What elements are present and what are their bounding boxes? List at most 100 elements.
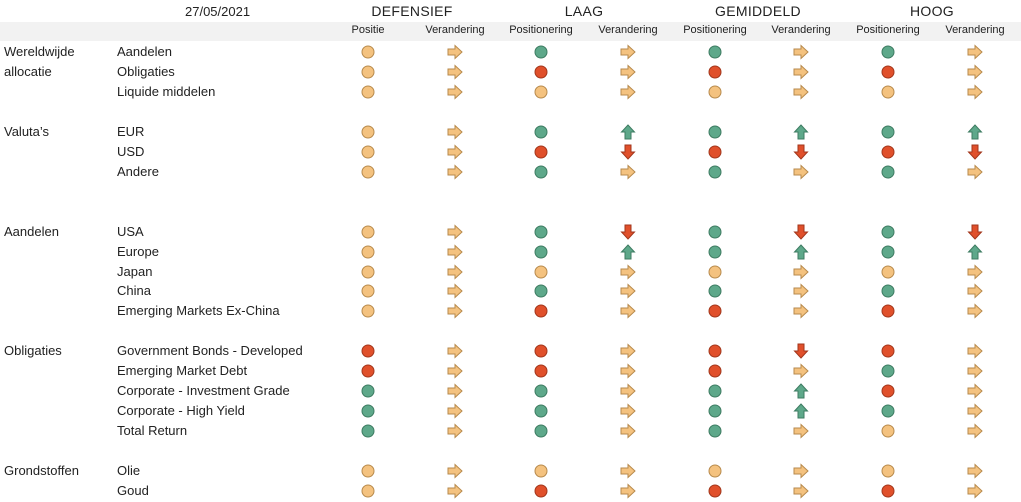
change-right-arrow-icon — [446, 84, 464, 100]
position-red-dot — [361, 364, 375, 378]
position-green-dot — [361, 424, 375, 438]
position-orange-dot — [361, 265, 375, 279]
change-right-arrow-icon — [619, 303, 637, 319]
change-right-arrow-icon — [446, 363, 464, 379]
position-green-dot — [881, 165, 895, 179]
position-orange-dot — [361, 484, 375, 498]
asset-label: USA — [117, 224, 144, 239]
asset-label: Government Bonds - Developed — [117, 343, 303, 358]
position-red-dot — [708, 344, 722, 358]
change-right-arrow-icon — [446, 144, 464, 160]
position-red-dot — [881, 484, 895, 498]
change-right-arrow-icon — [966, 403, 984, 419]
position-green-dot — [881, 125, 895, 139]
asset-label: Olie — [117, 463, 141, 478]
position-red-dot — [881, 65, 895, 79]
asset-label: EUR — [117, 124, 145, 139]
position-red-dot — [534, 364, 548, 378]
change-up-arrow-icon — [792, 383, 810, 399]
change-up-arrow-icon — [966, 124, 984, 140]
position-red-dot — [708, 65, 722, 79]
change-right-arrow-icon — [966, 264, 984, 280]
position-red-dot — [708, 364, 722, 378]
change-right-arrow-icon — [966, 463, 984, 479]
asset-label: Japan — [117, 264, 153, 279]
position-green-dot — [534, 424, 548, 438]
change-right-arrow-icon — [446, 403, 464, 419]
position-green-dot — [881, 45, 895, 59]
change-right-arrow-icon — [619, 403, 637, 419]
change-down-arrow-icon — [792, 343, 810, 359]
position-red-dot — [534, 304, 548, 318]
position-orange-dot — [708, 85, 722, 99]
change-right-arrow-icon — [966, 44, 984, 60]
position-green-dot — [881, 225, 895, 239]
change-right-arrow-icon — [792, 283, 810, 299]
change-right-arrow-icon — [966, 423, 984, 439]
change-right-arrow-icon — [619, 363, 637, 379]
position-green-dot — [708, 384, 722, 398]
change-right-arrow-icon — [619, 84, 637, 100]
change-right-arrow-icon — [966, 303, 984, 319]
position-green-dot — [534, 284, 548, 298]
position-green-dot — [708, 245, 722, 259]
asset-label: Emerging Market Debt — [117, 363, 248, 378]
change-down-arrow-icon — [792, 144, 810, 160]
position-green-dot — [534, 384, 548, 398]
change-down-arrow-icon — [619, 144, 637, 160]
position-red-dot — [708, 145, 722, 159]
category-label: Wereldwijde allocatie — [4, 44, 75, 79]
change-right-arrow-icon — [619, 64, 637, 80]
asset-label: Andere — [117, 164, 159, 179]
profile-header-laag: LAAG — [564, 3, 604, 19]
change-right-arrow-icon — [446, 44, 464, 60]
position-green-dot — [708, 165, 722, 179]
asset-label: Corporate - High Yield — [117, 403, 245, 418]
position-green-dot — [708, 125, 722, 139]
change-right-arrow-icon — [792, 164, 810, 180]
position-green-dot — [534, 45, 548, 59]
position-green-dot — [708, 284, 722, 298]
position-green-dot — [708, 225, 722, 239]
position-green-dot — [708, 424, 722, 438]
column-header-positionering: Positionering — [683, 24, 747, 36]
position-green-dot — [708, 45, 722, 59]
change-right-arrow-icon — [446, 244, 464, 260]
change-right-arrow-icon — [966, 64, 984, 80]
change-right-arrow-icon — [446, 124, 464, 140]
position-orange-dot — [361, 45, 375, 59]
change-right-arrow-icon — [619, 264, 637, 280]
position-red-dot — [534, 145, 548, 159]
asset-label: Europe — [117, 244, 159, 259]
change-right-arrow-icon — [619, 463, 637, 479]
position-green-dot — [534, 225, 548, 239]
change-down-arrow-icon — [966, 144, 984, 160]
column-header-positionering: Positionering — [856, 24, 920, 36]
change-right-arrow-icon — [966, 483, 984, 499]
change-right-arrow-icon — [966, 363, 984, 379]
change-right-arrow-icon — [792, 84, 810, 100]
asset-label: China — [117, 283, 151, 298]
change-down-arrow-icon — [966, 224, 984, 240]
change-right-arrow-icon — [446, 264, 464, 280]
change-right-arrow-icon — [619, 283, 637, 299]
asset-label: Liquide middelen — [117, 84, 216, 99]
change-right-arrow-icon — [792, 64, 810, 80]
asset-label: Emerging Markets Ex-China — [117, 303, 280, 318]
position-orange-dot — [361, 125, 375, 139]
change-right-arrow-icon — [446, 303, 464, 319]
position-orange-dot — [361, 165, 375, 179]
position-orange-dot — [361, 284, 375, 298]
position-orange-dot — [881, 265, 895, 279]
position-green-dot — [708, 404, 722, 418]
position-green-dot — [881, 245, 895, 259]
change-up-arrow-icon — [619, 244, 637, 260]
change-right-arrow-icon — [619, 423, 637, 439]
change-right-arrow-icon — [446, 343, 464, 359]
position-orange-dot — [361, 145, 375, 159]
change-right-arrow-icon — [792, 264, 810, 280]
change-right-arrow-icon — [966, 383, 984, 399]
change-right-arrow-icon — [792, 463, 810, 479]
change-right-arrow-icon — [446, 483, 464, 499]
position-green-dot — [361, 384, 375, 398]
